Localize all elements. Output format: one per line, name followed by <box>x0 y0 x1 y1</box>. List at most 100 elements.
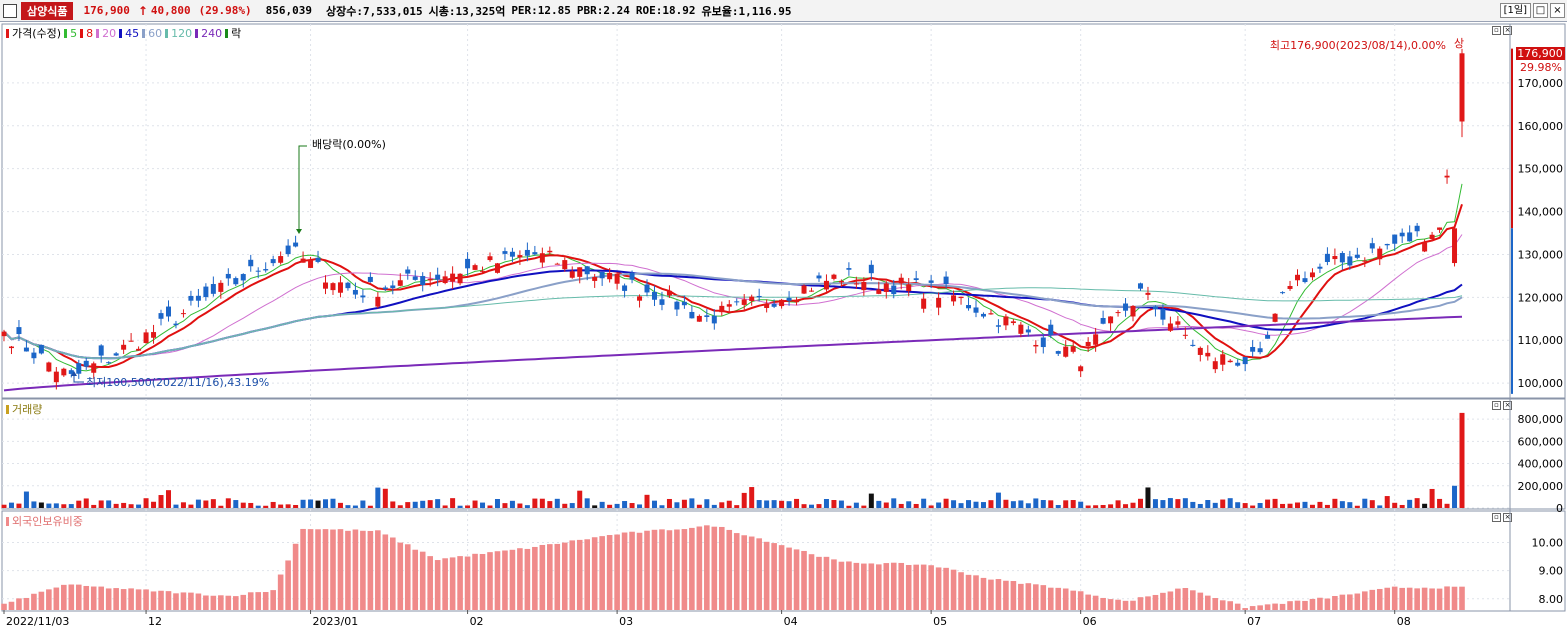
candle-body <box>457 273 463 284</box>
upper-limit-mark: 상 <box>1454 37 1464 50</box>
volume-bar <box>195 499 201 508</box>
foreign-bar <box>1399 587 1405 610</box>
foreign-bar <box>846 561 852 610</box>
foreign-bar <box>8 601 15 610</box>
volume-panel-close-button[interactable]: × <box>1503 401 1512 410</box>
volume-bar <box>1220 499 1226 508</box>
maximize-button[interactable]: □ <box>1533 3 1548 18</box>
foreign-bar <box>1444 586 1450 610</box>
foreign-bar <box>315 529 321 610</box>
foreign-bar <box>778 545 785 610</box>
candle-body <box>31 352 37 359</box>
candle-body <box>786 297 792 301</box>
candle-body <box>61 368 67 376</box>
volume-bar <box>1055 505 1061 508</box>
foreign-bar <box>1003 580 1009 610</box>
volume-bar <box>569 503 575 508</box>
foreign-bar <box>644 530 650 610</box>
volume-bar <box>113 503 119 508</box>
candle-body <box>689 311 695 319</box>
foreign-bar <box>868 563 875 610</box>
candle-body <box>861 282 867 291</box>
foreign-bar <box>1204 595 1211 610</box>
volume-bar <box>1309 504 1315 508</box>
candle-body <box>1152 306 1158 310</box>
volume-bar <box>1190 501 1196 508</box>
foreign-bar <box>801 550 807 610</box>
candle-body <box>450 273 456 282</box>
volume-bar <box>988 500 994 508</box>
volume-bar <box>659 505 665 508</box>
candle-body <box>539 253 545 263</box>
volume-legend-label: 거래량 <box>12 403 43 416</box>
candle-body <box>966 305 972 309</box>
candle-body <box>562 260 568 270</box>
foreign-bar <box>883 563 890 610</box>
candle-body <box>831 274 837 279</box>
candle-body <box>1212 361 1218 370</box>
candle-body <box>943 276 949 285</box>
foreign-panel-max-button[interactable]: ▫ <box>1492 513 1501 522</box>
foreign-bar <box>53 587 60 610</box>
volume-bar <box>838 500 844 508</box>
candle-body <box>1123 303 1129 311</box>
volume-bar <box>165 490 171 508</box>
foreign-tick-label: 9.00 <box>1539 565 1564 578</box>
foreign-bar <box>995 579 1002 610</box>
volume-bar <box>1384 496 1390 508</box>
price-panel-close-button[interactable]: × <box>1503 26 1512 35</box>
candle-body <box>1339 253 1345 263</box>
volume-panel-max-button[interactable]: ▫ <box>1492 401 1501 410</box>
candle-body <box>1145 292 1151 295</box>
foreign-bar <box>404 544 411 610</box>
volume-bar <box>1212 502 1218 508</box>
foreign-bar <box>606 535 613 610</box>
candle-body <box>195 295 201 301</box>
foreign-bar <box>1077 591 1084 610</box>
ma8-mark-icon <box>80 28 84 38</box>
candle-body <box>1257 348 1263 353</box>
reserve-ratio: 유보율:1,116.95 <box>701 4 792 18</box>
candle-body <box>816 275 822 279</box>
foreign-bar <box>382 534 389 610</box>
volume-bar <box>1108 504 1114 508</box>
foreign-bar <box>352 529 359 610</box>
foreign-bar <box>1429 588 1435 610</box>
menu-square-icon[interactable] <box>3 3 17 18</box>
candle-body <box>637 296 643 301</box>
ma240-label: 240 <box>201 26 223 40</box>
period-button[interactable]: [1일] <box>1499 3 1531 18</box>
volume-bar <box>151 501 157 508</box>
volume-bar <box>719 502 725 508</box>
foreign-bar <box>1459 586 1465 610</box>
price-panel-max-button[interactable]: ▫ <box>1492 26 1501 35</box>
volume-bar <box>1018 500 1024 508</box>
foreign-bar <box>61 584 67 610</box>
foreign-bar <box>188 592 194 610</box>
candle-body <box>427 278 433 281</box>
ma20-mark-icon <box>96 28 100 38</box>
foreign-panel-close-button[interactable]: × <box>1503 513 1512 522</box>
volume-bar <box>1272 498 1278 508</box>
volume-bar <box>756 500 762 508</box>
foreign-bar <box>1190 590 1196 610</box>
foreign-bar <box>419 551 426 610</box>
volume-bar <box>891 498 897 508</box>
candle-body <box>1250 346 1256 352</box>
volume-bar <box>921 498 927 508</box>
volume-bar <box>958 503 964 508</box>
x-tick-label: 02 <box>470 615 484 628</box>
x-tick-label: 03 <box>619 615 633 628</box>
volume-bar <box>61 504 67 508</box>
ma20-line <box>3 234 1463 359</box>
candle-body <box>1175 321 1181 325</box>
foreign-bar <box>412 549 419 610</box>
close-button[interactable]: × <box>1550 3 1565 18</box>
volume-bar <box>240 502 246 508</box>
foreign-bar <box>247 592 254 610</box>
stock-name[interactable]: 삼양식품 <box>21 1 74 20</box>
foreign-bar <box>1332 595 1338 610</box>
candle-body <box>756 295 762 298</box>
per-value: PER:12.85 <box>511 4 571 17</box>
